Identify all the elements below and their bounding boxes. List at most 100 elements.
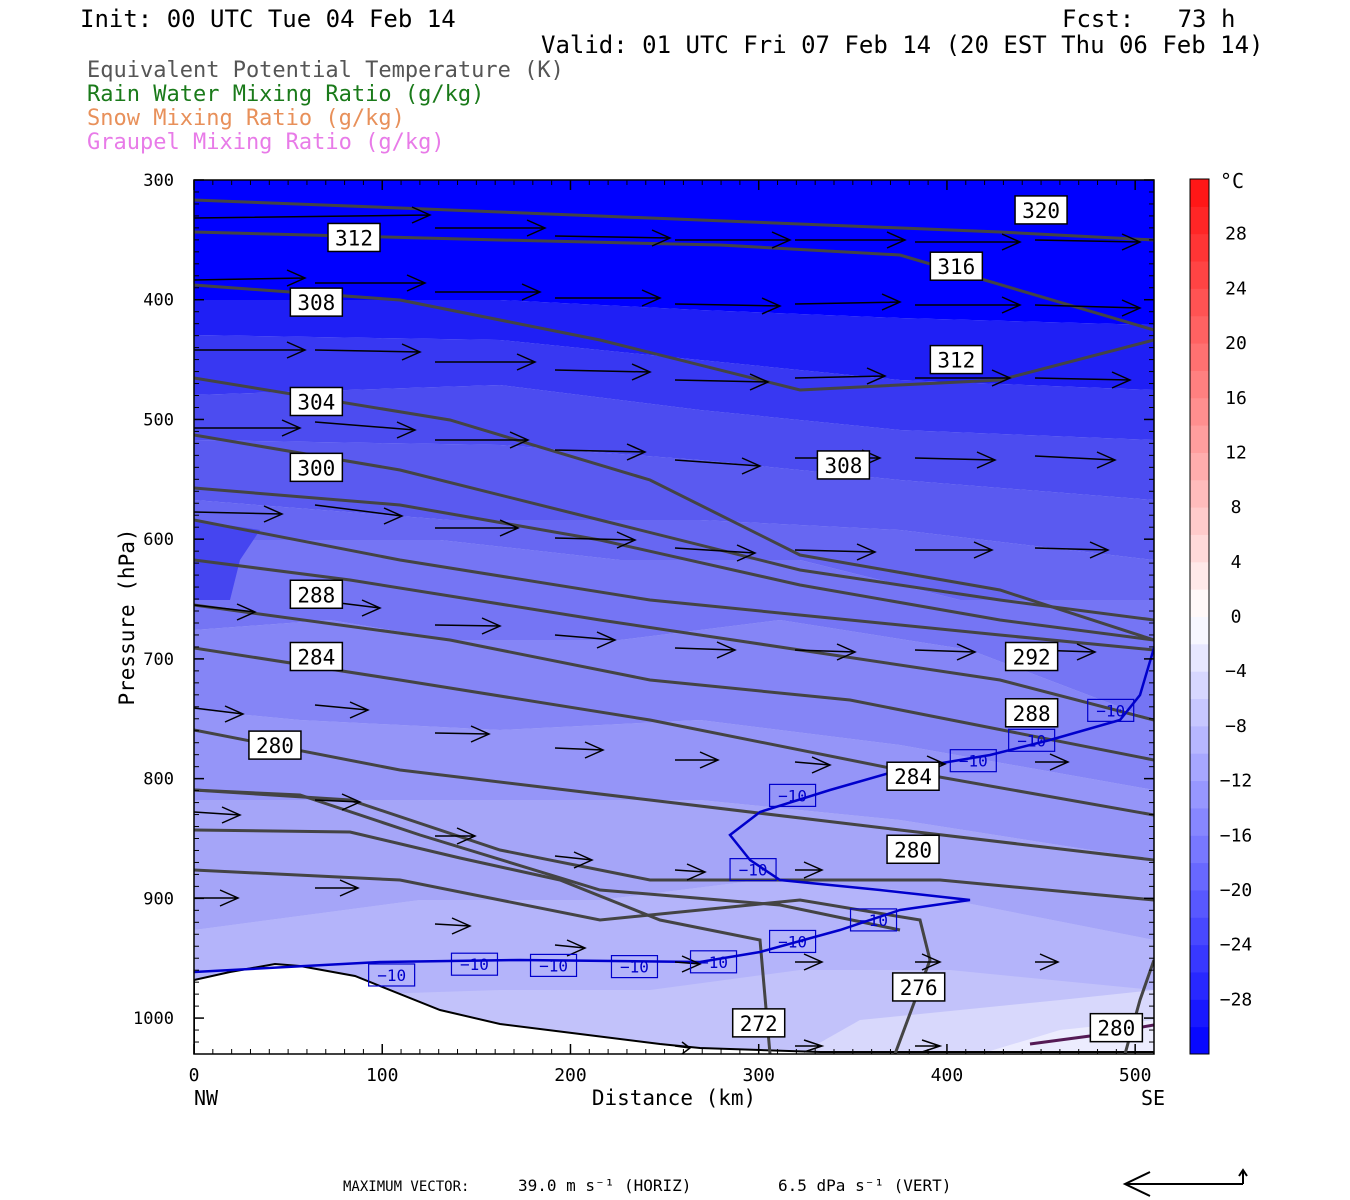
colorbar-tick-label: −12 bbox=[1220, 771, 1253, 792]
colorbar-segment bbox=[1190, 534, 1209, 563]
theta-e-label-box bbox=[289, 287, 344, 317]
colorbar-tick-label: −24 bbox=[1220, 935, 1253, 956]
colorbar-segment bbox=[1190, 725, 1209, 754]
colorbar-segment bbox=[1190, 971, 1209, 1000]
colorbar-unit: °C bbox=[1220, 169, 1244, 193]
theta-e-label-box bbox=[327, 222, 381, 253]
colorbar-segment bbox=[1190, 261, 1209, 289]
plot-frame bbox=[193, 179, 1155, 1055]
theta-e-label: 280 bbox=[248, 730, 302, 760]
theta-e-label: 288 bbox=[1004, 698, 1059, 728]
colorbar-segment bbox=[1190, 343, 1209, 371]
isotherm-label-text: −10 bbox=[739, 861, 768, 880]
colorbar-segment bbox=[1190, 507, 1209, 535]
theta-e-label-box bbox=[929, 344, 984, 375]
colorbar-segment bbox=[1190, 1026, 1209, 1055]
theta-e-label: 304 bbox=[289, 386, 344, 417]
minus10-isotherm bbox=[194, 647, 1154, 974]
colorbar-tick-label: 4 bbox=[1231, 552, 1242, 573]
colorbar-tick-label: 20 bbox=[1225, 333, 1247, 354]
theta-e-label: 308 bbox=[816, 450, 871, 480]
colorbar-segment bbox=[1190, 616, 1209, 645]
colorbar-segment bbox=[1190, 807, 1209, 836]
colorbar-tick-label: −28 bbox=[1220, 989, 1253, 1010]
temp-shade-band bbox=[194, 385, 1154, 500]
theta-e-label: 276 bbox=[891, 972, 946, 1002]
colorbar-segment bbox=[1190, 917, 1209, 946]
colorbar-tick-label: −4 bbox=[1225, 661, 1247, 682]
colorbar-segment bbox=[1190, 698, 1209, 727]
colorbar-tick-label: 0 bbox=[1231, 607, 1242, 628]
theta-e-label-text: 308 bbox=[297, 291, 335, 315]
colorbar-frame bbox=[1189, 178, 1210, 1055]
temp-shade-band bbox=[194, 300, 1154, 390]
colorbar-segment bbox=[1190, 179, 1209, 207]
colorbar: 28 24 20 16 12 8 4 0 −4 −8 −12 −16 −20 −24 −28 bbox=[1189, 178, 1253, 1055]
max-vector-label: MAXIMUM VECTOR: bbox=[343, 1179, 469, 1195]
colorbar-segment bbox=[1190, 753, 1209, 782]
theta-e-label: 284 bbox=[289, 641, 344, 672]
isotherm-label: −10 bbox=[729, 858, 777, 882]
theta-e-label-box bbox=[1004, 641, 1059, 672]
max-vector-horiz: 39.0 m s⁻¹ (HORIZ) bbox=[518, 1176, 691, 1195]
temp-shade-band bbox=[194, 620, 1154, 790]
endpoint-se: SE bbox=[1141, 1086, 1165, 1110]
theta-e-contours bbox=[194, 198, 1154, 1054]
y-tick-label: 900 bbox=[143, 889, 174, 909]
isotherm-label: −10 bbox=[610, 954, 659, 979]
theta-e-label: 308 bbox=[289, 287, 344, 317]
isotherm-label-box bbox=[368, 963, 416, 987]
x-tick-label: 200 bbox=[554, 1065, 587, 1086]
temp-shade-band bbox=[194, 520, 260, 600]
theta-e-label-text: 280 bbox=[256, 734, 294, 758]
theta-e-label-box bbox=[289, 386, 344, 417]
temp-shade-band bbox=[194, 335, 1154, 440]
theta-e-label-box bbox=[289, 452, 344, 483]
temp-shade-band bbox=[194, 440, 1154, 560]
theta-e-label-text: 276 bbox=[900, 976, 938, 1000]
plot-area: 320 312 316 308 312 304 308 300 288 284 292 288 280 2… bbox=[194, 180, 1154, 1054]
colorbar-segment bbox=[1190, 643, 1209, 672]
colorbar-tick-label: 24 bbox=[1225, 278, 1247, 299]
x-tick-label: 300 bbox=[742, 1065, 775, 1086]
colorbar-segment bbox=[1190, 862, 1209, 891]
colorbar-segment bbox=[1190, 479, 1209, 508]
colorbar-segment bbox=[1190, 780, 1209, 809]
isotherm-label: −10 bbox=[689, 950, 738, 974]
colorbar-segment bbox=[1190, 233, 1209, 262]
isotherm-label-box bbox=[610, 954, 659, 979]
isotherm-label-text: −10 bbox=[859, 911, 888, 930]
valid-time: Valid: 01 UTC Fri 07 Feb 14 (20 EST Thu … bbox=[541, 31, 1264, 59]
y-tick-label: 300 bbox=[143, 171, 174, 191]
colorbar-tick-label: 12 bbox=[1225, 442, 1247, 463]
isotherm-label: −10 bbox=[1008, 728, 1056, 752]
theta-e-label-box bbox=[929, 251, 984, 281]
y-tick-label: 500 bbox=[143, 410, 174, 430]
endpoint-nw: NW bbox=[194, 1086, 219, 1110]
isotherm-label-box bbox=[849, 908, 898, 932]
colorbar-segment bbox=[1190, 206, 1209, 235]
theta-e-label: 288 bbox=[289, 579, 344, 610]
theta-e-label: 280 bbox=[1089, 1012, 1144, 1043]
y-tick-label: 700 bbox=[143, 650, 174, 670]
isotherm-label-box bbox=[529, 953, 578, 978]
isotherm-label-text: −10 bbox=[778, 786, 807, 805]
isotherm-label-text: −10 bbox=[778, 932, 807, 951]
x-tick-label: 100 bbox=[366, 1065, 399, 1086]
colorbar-segment bbox=[1190, 288, 1209, 317]
theta-e-label-text: 300 bbox=[297, 456, 335, 480]
isotherm-label: −10 bbox=[949, 749, 997, 773]
isotherm-label-text: −10 bbox=[377, 966, 406, 985]
theta-e-label-text: 316 bbox=[937, 255, 975, 279]
colorbar-segment bbox=[1190, 452, 1209, 481]
temp-shade-band bbox=[194, 710, 1154, 860]
y-tick-label: 1000 bbox=[133, 1009, 174, 1029]
colorbar-segment bbox=[1190, 944, 1209, 973]
theta-e-label: 284 bbox=[886, 761, 940, 791]
theta-e-labels: 320 312 316 308 312 304 308 300 288 284 292 288 280 2… bbox=[248, 195, 1144, 1043]
isotherm-label: −10 bbox=[1087, 698, 1135, 722]
y-axis: 300 400 500 600 700 800 900 1000 bbox=[133, 171, 1154, 1043]
isotherm-label-text: −10 bbox=[620, 958, 649, 977]
theta-e-label: 280 bbox=[886, 834, 940, 865]
